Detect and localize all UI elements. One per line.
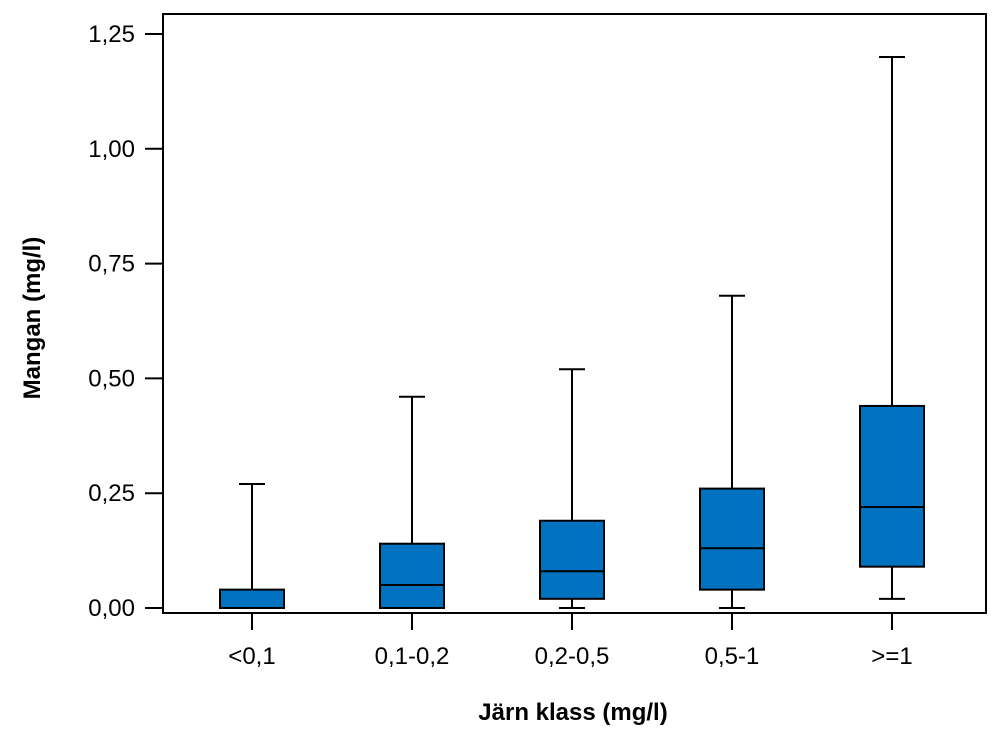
x-tick-label: 0,1-0,2 [375,643,450,670]
y-tick-label: 1,25 [88,21,135,48]
box-iqr [539,519,605,600]
plot-frame [162,13,987,614]
box-iqr [699,487,765,591]
box-5 [859,55,925,600]
y-axis-title: Mangan (mg/l) [19,237,46,400]
box-iqr [859,404,925,568]
x-tick-label: 0,5-1 [705,643,760,670]
box-4 [699,294,765,609]
y-tick-label: 0,75 [88,251,135,278]
x-axis-title: Järn klass (mg/l) [478,699,667,726]
x-tick-label: 0,2-0,5 [535,643,610,670]
x-tick-label: >=1 [871,643,912,670]
x-axis: <0,1 0,1-0,2 0,2-0,5 0,5-1 >=1 [228,613,913,670]
y-tick-label: 0,25 [88,480,135,507]
box-3 [539,368,605,609]
box-2 [379,395,445,609]
y-tick-label: 0,00 [88,595,135,622]
y-tick-label: 0,50 [88,365,135,392]
box-1 [219,483,285,610]
box-iqr [379,542,445,609]
y-tick-label: 1,00 [88,136,135,163]
x-tick-label: <0,1 [228,643,275,670]
y-axis: 0,00 0,25 0,50 0,75 1,00 1,25 [88,21,163,622]
box-iqr [219,588,285,610]
boxes [219,55,925,610]
